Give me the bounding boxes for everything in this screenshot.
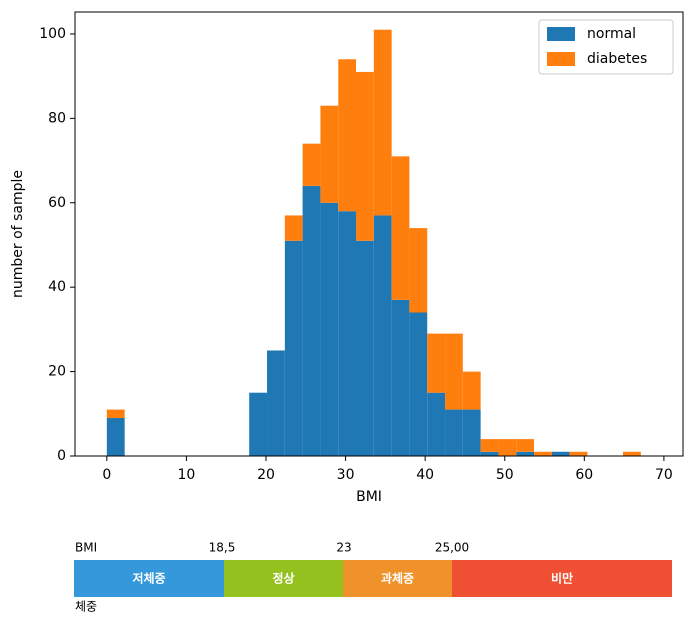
histogram-bar	[373, 215, 392, 456]
histogram-bar	[498, 439, 517, 456]
histogram-bar	[427, 333, 446, 393]
y-axis-label: number of sample	[10, 170, 26, 298]
legend-swatch	[547, 27, 575, 41]
histogram-bar	[516, 451, 535, 456]
histogram-bar	[569, 451, 588, 456]
scale-segment	[452, 560, 672, 597]
histogram-bar	[391, 156, 410, 300]
x-tick-label: 40	[416, 467, 434, 483]
histogram-bar	[320, 105, 339, 203]
scale-segment-label: 과체중	[381, 571, 414, 586]
x-axis-label: BMI	[356, 489, 382, 505]
histogram-bar	[267, 350, 285, 456]
legend-label: diabetes	[587, 51, 647, 67]
histogram-bar	[106, 418, 125, 456]
histogram-bar	[106, 409, 125, 419]
histogram-bar	[338, 59, 357, 212]
legend-swatch	[547, 52, 575, 66]
x-tick-label: 20	[257, 467, 275, 483]
scale-footer: 체중	[75, 600, 97, 614]
histogram-bar	[373, 29, 392, 216]
scale-segment-label: 정상	[272, 571, 294, 586]
scale-segment-label: 비만	[551, 571, 573, 586]
x-tick-label: 60	[575, 467, 593, 483]
x-tick-label: 50	[496, 467, 514, 483]
scale-label: BMI	[75, 541, 97, 555]
histogram-bar	[391, 299, 410, 456]
histogram-bar	[356, 71, 374, 241]
threshold-label: 18,5	[209, 541, 236, 555]
histogram-bar	[409, 228, 428, 313]
histogram-bar	[462, 371, 481, 410]
y-tick-label: 80	[48, 110, 66, 126]
histogram-bar	[284, 215, 303, 241]
legend-label: normal	[587, 26, 636, 42]
y-tick-label: 60	[48, 195, 66, 211]
histogram-bar	[427, 392, 446, 456]
histogram-bar	[320, 202, 339, 456]
histogram-bar	[338, 211, 357, 456]
threshold-label: 23	[336, 541, 351, 555]
x-tick-label: 10	[177, 467, 195, 483]
scale-segment	[224, 560, 343, 597]
bmi-scale: BMI 18,5 23 25,00 체중 저체중 정상 과체중 비만	[74, 541, 672, 614]
x-tick-label: 70	[655, 467, 673, 483]
histogram-bar	[480, 439, 499, 452]
histogram-bar	[302, 143, 321, 186]
scale-segment-label: 저체중	[132, 571, 165, 586]
scale-segment	[343, 560, 452, 597]
legend: normal diabetes	[538, 19, 674, 75]
threshold-label: 25,00	[435, 541, 469, 555]
histogram-bar	[445, 409, 463, 456]
histogram-bar	[462, 409, 481, 456]
histogram-bar	[551, 451, 570, 456]
plot-frame	[74, 11, 684, 457]
histogram-bar	[445, 333, 463, 410]
histogram-bar	[480, 451, 499, 456]
x-tick-label: 0	[102, 467, 111, 483]
x-tick-label: 30	[337, 467, 355, 483]
histogram-bar	[356, 240, 374, 456]
histogram-bar	[409, 312, 428, 456]
histogram-bar	[302, 185, 321, 456]
y-tick-label: 20	[48, 364, 66, 380]
y-tick-label: 100	[39, 26, 66, 42]
scale-segment	[74, 560, 224, 597]
histogram-bar	[534, 451, 552, 456]
y-tick-label: 40	[48, 279, 66, 295]
histogram-bar	[249, 392, 268, 456]
y-tick-label: 0	[57, 448, 66, 464]
histogram-bar	[284, 240, 303, 456]
histogram-bar	[622, 451, 641, 456]
histogram-bar	[516, 439, 535, 452]
